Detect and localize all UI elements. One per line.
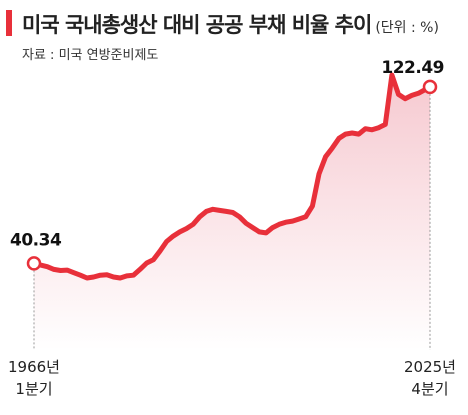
end-value-label: 122.49 [381, 58, 444, 78]
end-point-marker [422, 79, 438, 95]
x-tick-start-line-2: 1분기 [15, 380, 52, 398]
start-point-marker [26, 256, 42, 271]
debt-ratio-line [31, 72, 433, 281]
chart-title-text: 미국 국내총생산 대비 공공 부채 비율 추이 [22, 13, 372, 37]
x-tick-end-line-1: 2025년 [404, 358, 456, 376]
start-value-label: 40.34 [10, 230, 62, 250]
title-accent-bar [6, 10, 12, 36]
chart-title: 미국 국내총생산 대비 공공 부채 비율 추이 (단위 : %) [22, 9, 439, 39]
x-tick-start-line-1: 1966년 [8, 358, 60, 376]
unit-label: (단위 : %) [375, 20, 439, 36]
source-note: 자료 : 미국 연방준비제도 [22, 48, 159, 63]
x-tick-end-line-2: 4분기 [411, 380, 448, 398]
